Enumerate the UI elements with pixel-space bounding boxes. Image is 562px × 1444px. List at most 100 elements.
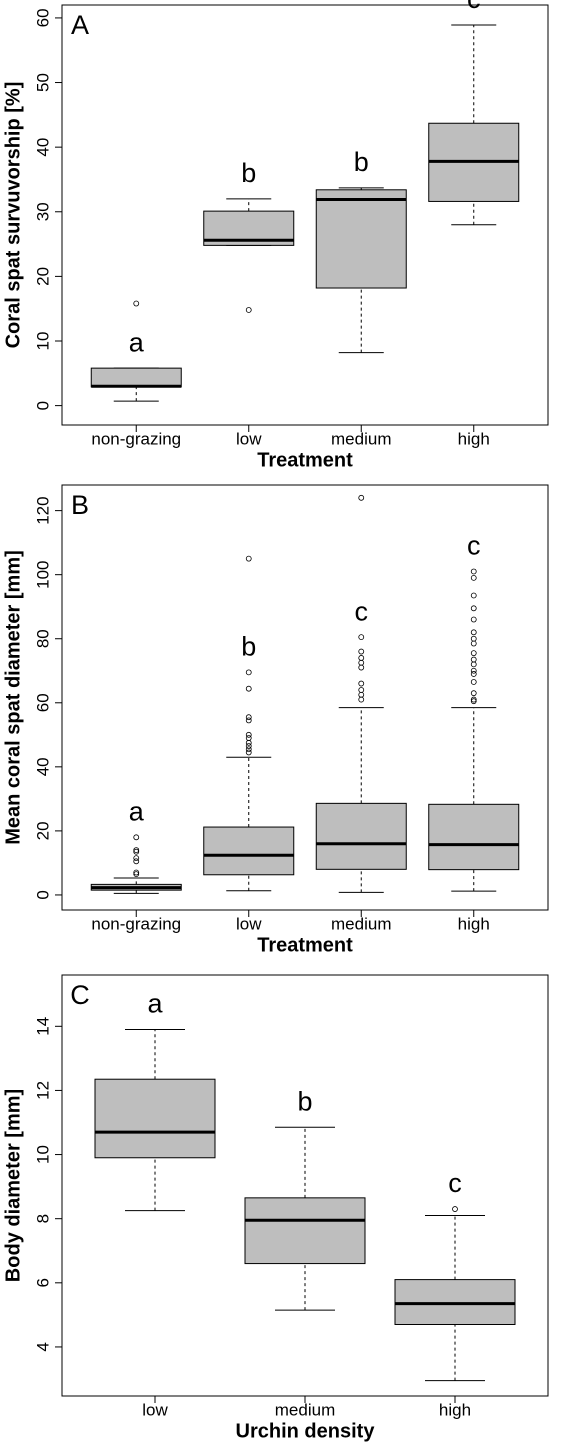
outlier [470, 592, 477, 599]
outlier [470, 635, 477, 642]
outlier [358, 691, 365, 698]
outlier [470, 667, 477, 674]
outlier [245, 717, 252, 724]
x-axis-label: Urchin density [236, 1420, 376, 1442]
outlier [358, 634, 365, 641]
outlier [470, 661, 477, 668]
significance-letter: b [241, 158, 256, 188]
x-tick-label: low [236, 914, 262, 933]
x-tick-label: high [458, 429, 490, 448]
x-tick-label: high [458, 914, 490, 933]
significance-letter: a [147, 989, 163, 1019]
outlier [358, 494, 365, 501]
y-tick-label: 80 [33, 629, 52, 648]
outlier [358, 655, 365, 661]
x-tick-label: medium [331, 429, 391, 448]
outlier [470, 698, 477, 705]
y-tick-label: 0 [33, 890, 52, 899]
y-tick-label: 8 [33, 1214, 52, 1223]
y-tick-label: 10 [33, 332, 52, 351]
outlier [358, 659, 365, 666]
y-tick-label: 30 [33, 202, 52, 221]
x-tick-label: non-grazing [91, 429, 181, 448]
y-tick-label: 4 [33, 1342, 52, 1351]
y-tick-label: 40 [33, 138, 52, 157]
x-tick-label: low [142, 1400, 168, 1419]
y-axis-label: Coral spat survuvorship [%] [2, 82, 24, 349]
outlier [133, 855, 140, 862]
significance-letter: c [448, 1168, 462, 1198]
outlier [358, 664, 365, 671]
panel-label: A [71, 10, 89, 40]
outlier [470, 696, 477, 703]
y-tick-label: 14 [33, 1017, 52, 1036]
outlier [245, 714, 252, 721]
significance-letter: a [129, 796, 145, 826]
significance-letter: b [297, 1086, 312, 1116]
outlier [245, 685, 252, 692]
significance-letter: c [355, 596, 369, 626]
y-tick-label: 60 [33, 8, 52, 27]
outlier [470, 629, 477, 636]
significance-letter: a [129, 327, 145, 357]
significance-letter: b [354, 147, 369, 177]
outlier [470, 616, 477, 623]
y-tick-label: 120 [33, 496, 52, 524]
x-tick-label: low [236, 429, 262, 448]
panel-label: B [71, 490, 89, 520]
y-tick-label: 0 [33, 401, 52, 410]
y-tick-label: 100 [33, 560, 52, 588]
outlier [470, 671, 477, 677]
outlier [358, 648, 365, 655]
outlier [133, 869, 140, 876]
outlier [452, 1206, 458, 1212]
y-tick-label: 50 [33, 73, 52, 92]
y-tick-label: 12 [33, 1081, 52, 1100]
outlier [245, 735, 252, 741]
y-axis-label: Mean coral spat diameter [mm] [2, 550, 24, 845]
plot-frame [61, 484, 549, 911]
outlier [470, 568, 477, 575]
y-axis-label: Body diameter [mm] [2, 1089, 24, 1282]
y-tick-label: 60 [33, 693, 52, 712]
outlier [470, 640, 477, 647]
box [315, 802, 407, 870]
y-tick-label: 20 [33, 821, 52, 840]
outlier [245, 749, 252, 756]
outlier [245, 731, 252, 738]
outlier [470, 656, 477, 663]
outlier [245, 555, 252, 562]
box [244, 1197, 366, 1265]
x-tick-label: medium [275, 1400, 335, 1419]
box [94, 1078, 216, 1159]
y-tick-label: 6 [33, 1278, 52, 1287]
x-axis-label: Treatment [257, 934, 353, 956]
outlier [358, 696, 365, 703]
box [428, 803, 520, 871]
outlier [133, 847, 140, 854]
outlier [133, 858, 140, 865]
x-tick-label: high [439, 1400, 471, 1419]
significance-letter: c [467, 0, 481, 14]
outlier [470, 574, 477, 581]
box [394, 1279, 516, 1325]
x-tick-label: non-grazing [91, 914, 181, 933]
significance-letter: b [241, 631, 256, 661]
outlier [133, 848, 140, 855]
outlier [470, 605, 477, 612]
outlier [245, 743, 252, 749]
plot-frame [61, 4, 549, 426]
outlier [358, 680, 365, 687]
box [203, 826, 295, 876]
significance-letter: c [467, 531, 481, 561]
x-axis-label: Treatment [257, 449, 353, 471]
outlier [358, 687, 365, 693]
outlier [133, 871, 140, 878]
y-tick-label: 40 [33, 757, 52, 776]
outlier [133, 834, 140, 841]
x-tick-label: medium [331, 914, 391, 933]
outlier [245, 739, 252, 746]
outlier [470, 690, 477, 697]
